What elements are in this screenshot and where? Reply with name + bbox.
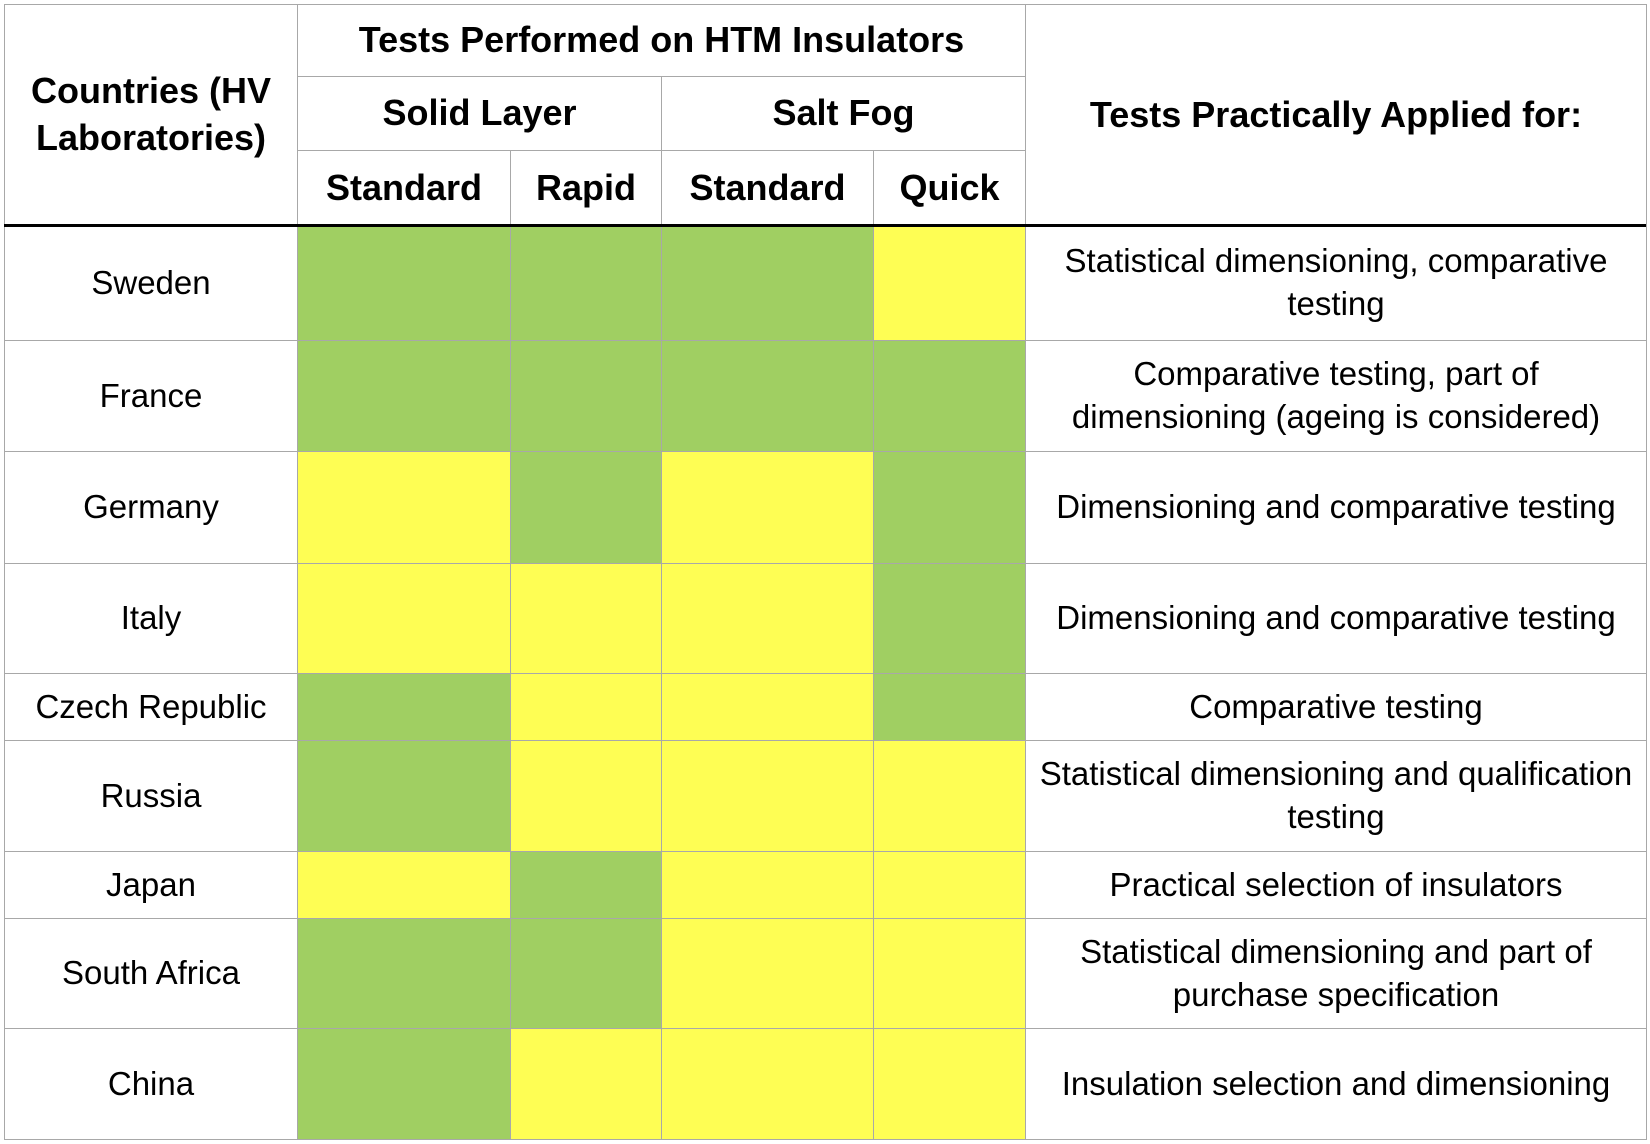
applied: Statistical dimensioning and part of pur… <box>1025 918 1647 1029</box>
header-rule <box>4 224 1646 227</box>
country: Japan <box>4 851 298 919</box>
test-cell <box>297 851 511 919</box>
test-cell <box>661 451 874 564</box>
test-cell <box>873 851 1026 919</box>
test-cell <box>297 340 511 452</box>
test-cell <box>661 1028 874 1140</box>
test-cell <box>873 1028 1026 1140</box>
header-subcolumn: Standard <box>661 150 874 226</box>
applied: Statistical dimensioning, comparative te… <box>1025 225 1647 341</box>
country: Sweden <box>4 225 298 341</box>
test-cell <box>873 563 1026 674</box>
test-cell <box>510 918 662 1029</box>
test-cell <box>510 340 662 452</box>
country: Czech Republic <box>4 673 298 741</box>
test-cell <box>297 1028 511 1140</box>
test-cell <box>297 740 511 852</box>
applied: Statistical dimensioning and qualificati… <box>1025 740 1647 852</box>
test-cell <box>297 451 511 564</box>
applied: Insulation selection and dimensioning <box>1025 1028 1647 1140</box>
test-cell <box>297 673 511 741</box>
applied: Dimensioning and comparative testing <box>1025 563 1647 674</box>
test-cell <box>661 340 874 452</box>
country: China <box>4 1028 298 1140</box>
test-cell <box>510 740 662 852</box>
test-cell <box>510 563 662 674</box>
applied: Comparative testing, part of dimensionin… <box>1025 340 1647 452</box>
test-cell <box>873 225 1026 341</box>
header-solid-layer: Solid Layer <box>297 76 662 151</box>
test-cell <box>297 563 511 674</box>
country: Russia <box>4 740 298 852</box>
test-cell <box>661 673 874 741</box>
header-subcolumn: Quick <box>873 150 1026 226</box>
test-cell <box>873 673 1026 741</box>
country: South Africa <box>4 918 298 1029</box>
header-salt-fog: Salt Fog <box>661 76 1026 151</box>
test-cell <box>297 918 511 1029</box>
test-cell <box>661 563 874 674</box>
header-tests-performed: Tests Performed on HTM Insulators <box>297 4 1026 77</box>
country: France <box>4 340 298 452</box>
applied: Comparative testing <box>1025 673 1647 741</box>
test-cell <box>873 740 1026 852</box>
test-cell <box>510 673 662 741</box>
header-countries: Countries (HV Laboratories) <box>4 4 298 226</box>
country: Italy <box>4 563 298 674</box>
test-cell <box>297 225 511 341</box>
test-cell <box>661 851 874 919</box>
test-cell <box>661 740 874 852</box>
test-cell <box>661 918 874 1029</box>
test-cell <box>510 451 662 564</box>
header-applied: Tests Practically Applied for: <box>1025 4 1647 226</box>
country: Germany <box>4 451 298 564</box>
test-cell <box>510 851 662 919</box>
test-cell <box>873 340 1026 452</box>
test-cell <box>873 451 1026 564</box>
header-subcolumn: Standard <box>297 150 511 226</box>
test-cell <box>661 225 874 341</box>
header-subcolumn: Rapid <box>510 150 662 226</box>
test-cell <box>873 918 1026 1029</box>
applied: Practical selection of insulators <box>1025 851 1647 919</box>
applied: Dimensioning and comparative testing <box>1025 451 1647 564</box>
test-cell <box>510 225 662 341</box>
test-cell <box>510 1028 662 1140</box>
